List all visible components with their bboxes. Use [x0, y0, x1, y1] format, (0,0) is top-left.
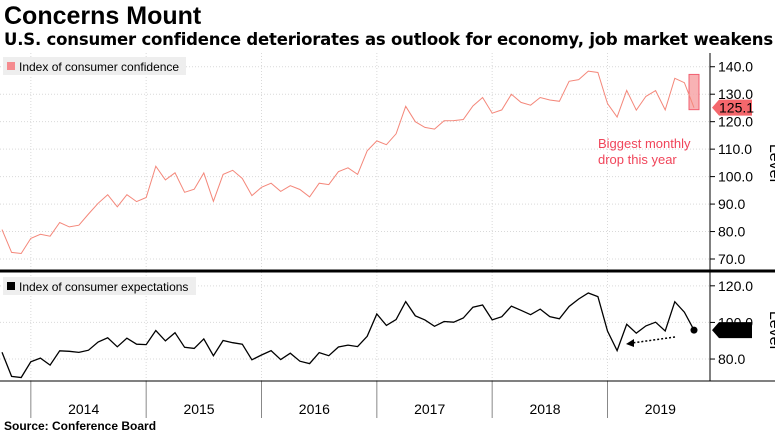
top-y-tick-label: 130.0: [718, 86, 753, 102]
x-gridlines: [30, 53, 608, 418]
x-tick-label: 2017: [414, 401, 445, 417]
top-y-ticks: 70.0 80.0 90.0 100.0 110.0 120.0 130.0 140.0: [710, 59, 753, 267]
top-y-tick-label: 80.0: [718, 224, 745, 240]
bottom-y-tick-label: 80.0: [718, 351, 745, 367]
top-legend-label: Index of consumer confidence: [19, 60, 179, 74]
x-tick-label: 2015: [183, 401, 214, 417]
top-y-tick-label: 140.0: [718, 59, 753, 75]
confidence-line: [1, 70, 695, 255]
expectations-series: [1, 292, 698, 379]
top-y-axis-title: Level: [766, 144, 775, 182]
drop-highlight-box: [688, 73, 700, 111]
x-tick-labels: 2014 2015 2016 2017 2018 2019: [68, 401, 676, 417]
x-tick-label: 2016: [299, 401, 330, 417]
top-y-tick-label: 120.0: [718, 114, 753, 130]
expectations-last-value-bg: [712, 322, 752, 339]
bottom-y-axis-title: Level: [766, 311, 775, 349]
x-tick-label: 2018: [529, 401, 560, 417]
drop-annotation: Biggest monthly drop this year: [598, 136, 694, 167]
source-note: Source: Conference Board: [4, 419, 157, 433]
expectations-end-dot: [690, 326, 698, 334]
x-tick-label: 2019: [645, 401, 676, 417]
bottom-legend-bg: [3, 277, 196, 295]
confidence-last-value: 125.1: [712, 99, 754, 116]
chart-title: Concerns Mount: [4, 2, 202, 30]
confidence-last-value-bg: [712, 99, 752, 116]
expectations-line: [1, 292, 695, 379]
top-y-tick-label: 100.0: [718, 169, 753, 185]
top-y-tick-label: 110.0: [718, 141, 752, 157]
top-gridlines: [0, 66, 710, 260]
bottom-legend-label: Index of consumer expectations: [19, 280, 188, 294]
expectations-last-value: 95.8: [712, 322, 752, 339]
confidence-series: [1, 70, 695, 255]
confidence-last-value-text: 125.1: [719, 100, 754, 116]
bottom-legend: Index of consumer expectations: [3, 277, 196, 295]
top-y-tick-label: 90.0: [718, 196, 745, 212]
expectations-last-value-text: 95.8: [719, 322, 746, 338]
x-tick-label: 2014: [68, 401, 99, 417]
bottom-y-tick-label: 120.0: [718, 278, 753, 294]
top-legend-bg: [3, 57, 186, 75]
top-legend-swatch: [7, 62, 15, 70]
top-legend: Index of consumer confidence: [3, 57, 186, 75]
top-y-tick-label: 70.0: [718, 251, 745, 267]
drop-annotation-line-2: drop this year: [598, 152, 677, 167]
arrow-shaft: [631, 336, 676, 344]
drop-annotation-line-1: Biggest monthly: [598, 136, 691, 151]
arrow-head: [626, 339, 634, 347]
bottom-gridlines: [0, 285, 710, 360]
chart-subtitle: U.S. consumer confidence deteriorates as…: [4, 30, 773, 49]
expectations-arrow: [626, 336, 676, 347]
bottom-legend-swatch: [7, 282, 15, 290]
